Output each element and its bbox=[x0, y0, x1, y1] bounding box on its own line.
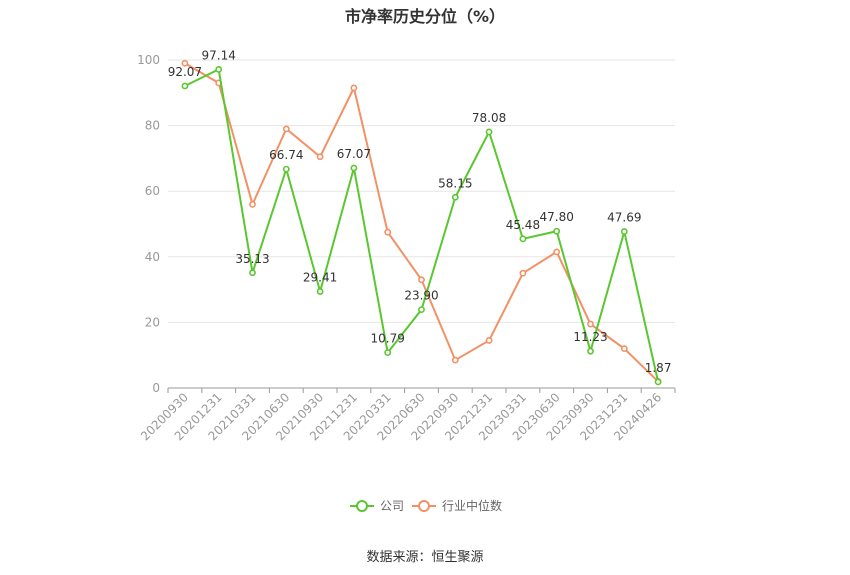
data-point[interactable] bbox=[587, 347, 594, 355]
data-point[interactable] bbox=[282, 125, 290, 133]
data-point[interactable] bbox=[485, 128, 493, 136]
data-point[interactable] bbox=[553, 227, 561, 235]
data-label: 67.07 bbox=[337, 147, 371, 161]
data-point[interactable] bbox=[249, 269, 256, 277]
data-label: 58.15 bbox=[438, 176, 472, 190]
data-label: 47.69 bbox=[607, 211, 641, 225]
chart-title: 市净率历史分位（%） bbox=[344, 7, 506, 26]
y-tick-label: 20 bbox=[145, 315, 160, 329]
data-point[interactable] bbox=[384, 228, 392, 236]
data-point[interactable] bbox=[451, 356, 459, 364]
y-tick-label: 0 bbox=[152, 381, 160, 395]
data-point[interactable] bbox=[215, 65, 223, 73]
x-axis: 2020093020201231202103312021063020210930… bbox=[138, 387, 676, 443]
data-label: 92.07 bbox=[168, 65, 202, 79]
data-point[interactable] bbox=[654, 378, 662, 386]
data-label: 23.90 bbox=[404, 289, 438, 303]
data-label: 11.23 bbox=[573, 330, 607, 344]
data-point[interactable] bbox=[519, 269, 527, 277]
y-tick-label: 100 bbox=[137, 53, 160, 67]
data-point[interactable] bbox=[587, 320, 594, 328]
data-point[interactable] bbox=[249, 200, 256, 208]
data-point[interactable] bbox=[282, 165, 290, 173]
data-point[interactable] bbox=[418, 306, 425, 314]
data-point[interactable] bbox=[519, 235, 527, 243]
legend-marker bbox=[356, 500, 368, 512]
data-point[interactable] bbox=[451, 193, 459, 201]
data-label: 29.41 bbox=[303, 271, 337, 285]
data-point[interactable] bbox=[553, 248, 561, 256]
data-point[interactable] bbox=[350, 84, 358, 92]
data-label: 47.80 bbox=[540, 210, 574, 224]
data-point[interactable] bbox=[181, 59, 189, 67]
data-label: 66.74 bbox=[269, 148, 303, 162]
y-tick-label: 80 bbox=[145, 119, 160, 133]
data-point[interactable] bbox=[418, 276, 425, 284]
data-label: 78.08 bbox=[472, 111, 506, 125]
legend[interactable]: 公司 行业中位数 bbox=[350, 498, 502, 513]
y-tick-label: 40 bbox=[145, 250, 160, 264]
data-source: 数据来源：恒生聚源 bbox=[366, 550, 484, 565]
data-label: 45.48 bbox=[506, 218, 540, 232]
legend-marker bbox=[418, 500, 430, 512]
legend-label[interactable]: 行业中位数 bbox=[442, 498, 502, 513]
data-point[interactable] bbox=[620, 345, 628, 353]
data-point[interactable] bbox=[485, 337, 493, 344]
data-point[interactable] bbox=[620, 228, 628, 235]
y-axis: 0 20 40 60 80 100 bbox=[137, 53, 160, 395]
data-point[interactable] bbox=[350, 164, 358, 172]
data-label: 35.13 bbox=[235, 252, 269, 266]
data-point[interactable] bbox=[181, 82, 189, 90]
data-point[interactable] bbox=[316, 288, 324, 295]
legend-label[interactable]: 公司 bbox=[380, 499, 404, 513]
series-group bbox=[181, 59, 662, 386]
data-label: 1.87 bbox=[645, 361, 672, 375]
y-tick-label: 60 bbox=[145, 184, 160, 198]
data-point[interactable] bbox=[316, 153, 324, 161]
data-point[interactable] bbox=[384, 349, 392, 357]
data-label: 10.79 bbox=[371, 332, 405, 346]
data-label: 97.14 bbox=[202, 48, 236, 62]
